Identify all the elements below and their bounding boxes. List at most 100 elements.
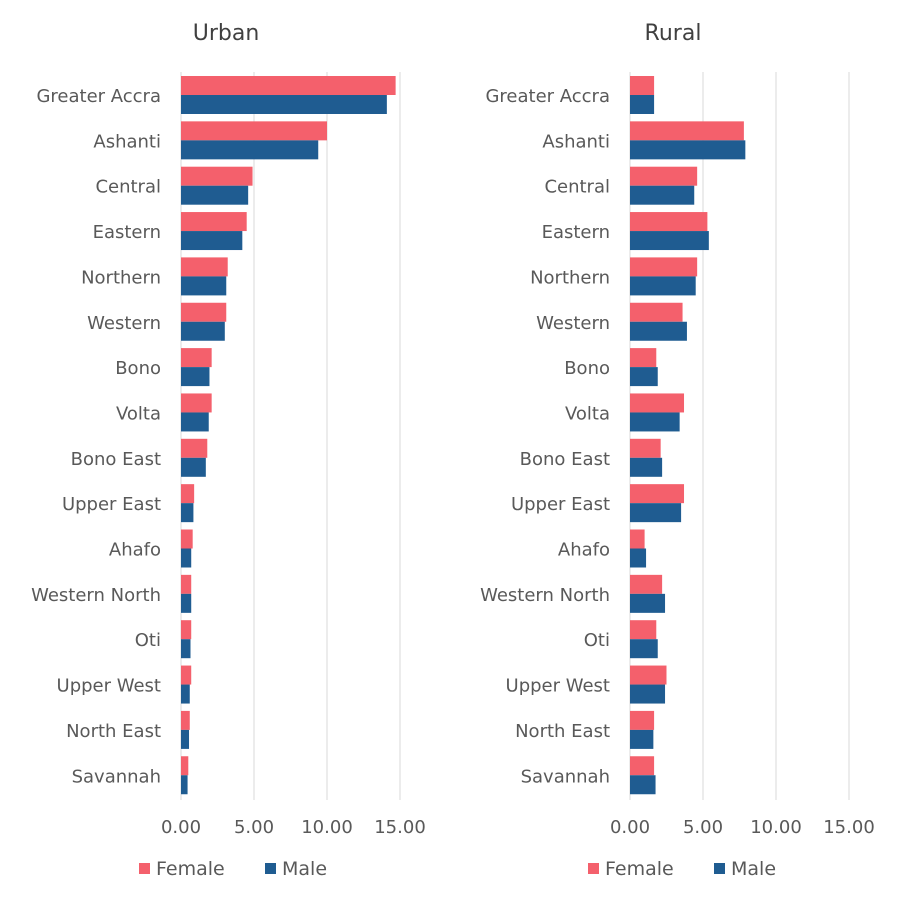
rural-x-tick-label: 5.00	[683, 817, 723, 838]
rural-panel: Rural 0.00 5.00 10.00 15.00 Greater Accra Ash…	[480, 21, 875, 880]
urban-bar-male	[181, 412, 209, 432]
urban-x-tick-label: 5.00	[234, 817, 274, 838]
rural-bar-female	[630, 348, 657, 368]
urban-bar-female	[181, 529, 193, 549]
urban-bar-female	[181, 166, 253, 186]
rural-bar-male	[630, 367, 658, 387]
urban-bar-male	[181, 367, 210, 387]
urban-category-label: Upper East	[62, 494, 161, 515]
urban-bar-male	[181, 684, 190, 704]
rural-bar-female	[630, 166, 698, 186]
urban-category-label: Volta	[116, 403, 161, 424]
rural-bar-male	[630, 185, 695, 205]
rural-bar-male	[630, 457, 663, 477]
rural-category-label: Ahafo	[558, 540, 610, 561]
rural-bar-female	[630, 529, 645, 549]
urban-panel: Urban 0.00 5.00 10.00 15.00 Greater Accra Ash…	[31, 21, 426, 880]
rural-legend-swatch-female	[588, 863, 599, 874]
rural-bar-male	[630, 276, 696, 296]
urban-x-tick-label: 0.00	[161, 817, 201, 838]
urban-bar-female	[181, 665, 192, 685]
urban-bar-female	[181, 348, 212, 368]
rural-bar-female	[630, 121, 744, 141]
rural-bar-female	[630, 710, 655, 730]
urban-category-label: Northern	[81, 267, 161, 288]
urban-bar-female	[181, 121, 327, 141]
urban-category-label: Ashanti	[93, 131, 161, 152]
rural-bar-male	[630, 503, 682, 523]
urban-bar-female	[181, 438, 208, 458]
urban-bar-male	[181, 457, 206, 477]
urban-category-label: Oti	[135, 630, 161, 651]
urban-bar-female	[181, 257, 228, 277]
urban-bar-female	[181, 76, 396, 95]
rural-category-label: Volta	[565, 403, 610, 424]
rural-legend-label-female: Female	[605, 858, 674, 880]
rural-legend-label-male: Male	[731, 858, 776, 880]
rural-bar-male	[630, 231, 709, 251]
urban-category-label: Western North	[31, 585, 161, 606]
rural-bar-female	[630, 756, 655, 776]
urban-category-label: Greater Accra	[36, 86, 161, 107]
urban-bar-male	[181, 639, 191, 659]
urban-x-tick-label: 15.00	[374, 817, 426, 838]
urban-bar-male	[181, 185, 249, 205]
urban-bar-male	[181, 548, 192, 568]
urban-bar-male	[181, 140, 319, 160]
urban-legend-label-female: Female	[156, 858, 225, 880]
urban-bar-male	[181, 593, 192, 613]
rural-bar-male	[630, 639, 658, 659]
urban-category-label: North East	[66, 721, 161, 742]
urban-bar-female	[181, 393, 212, 413]
rural-x-tick-label: 0.00	[610, 817, 650, 838]
rural-category-label: Bono	[564, 358, 610, 379]
rural-bar-male	[630, 321, 687, 341]
urban-bar-male	[181, 729, 190, 749]
rural-bar-male	[630, 412, 680, 432]
urban-category-label: Bono East	[71, 449, 161, 470]
rural-bar-female	[630, 393, 685, 413]
rural-bar-female	[630, 302, 683, 322]
urban-legend-swatch-female	[139, 863, 150, 874]
rural-bar-female	[630, 257, 698, 277]
urban-bar-female	[181, 212, 247, 232]
urban-category-label: Ahafo	[109, 540, 161, 561]
urban-legend-swatch-male	[265, 863, 276, 874]
rural-category-label: Western North	[480, 585, 610, 606]
rural-category-label: Greater Accra	[485, 86, 610, 107]
rural-category-label: Upper East	[511, 494, 610, 515]
rural-chart-title: Rural	[645, 21, 702, 46]
urban-category-label: Eastern	[93, 222, 161, 243]
rural-bar-male	[630, 140, 746, 160]
rural-bar-male	[630, 593, 666, 613]
rural-category-label: North East	[515, 721, 610, 742]
rural-bar-female	[630, 665, 667, 685]
rural-bar-female	[630, 438, 661, 458]
urban-bar-male	[181, 95, 387, 114]
rural-bar-female	[630, 212, 708, 232]
urban-category-label: Savannah	[72, 766, 161, 787]
rural-category-label: Central	[544, 177, 610, 198]
rural-category-label: Eastern	[542, 222, 610, 243]
rural-bar-female	[630, 484, 685, 504]
urban-category-label: Bono	[115, 358, 161, 379]
urban-bar-female	[181, 484, 195, 504]
rural-category-label: Upper West	[506, 676, 610, 697]
urban-chart-title: Urban	[193, 21, 260, 46]
rural-bar-male	[630, 729, 654, 749]
urban-bar-female	[181, 756, 189, 776]
rural-bar-male	[630, 684, 666, 704]
rural-category-label: Oti	[584, 630, 610, 651]
rural-bar-female	[630, 574, 663, 594]
rural-category-label: Bono East	[520, 449, 610, 470]
urban-bar-male	[181, 321, 225, 341]
urban-bar-male	[181, 231, 243, 251]
urban-bar-female	[181, 302, 227, 322]
rural-bar-male	[630, 95, 655, 114]
urban-category-label: Western	[87, 313, 161, 334]
urban-bar-female	[181, 574, 192, 594]
rural-bar-female	[630, 76, 655, 95]
rural-category-label: Ashanti	[542, 131, 610, 152]
rural-legend-swatch-male	[714, 863, 725, 874]
urban-bar-female	[181, 710, 190, 730]
